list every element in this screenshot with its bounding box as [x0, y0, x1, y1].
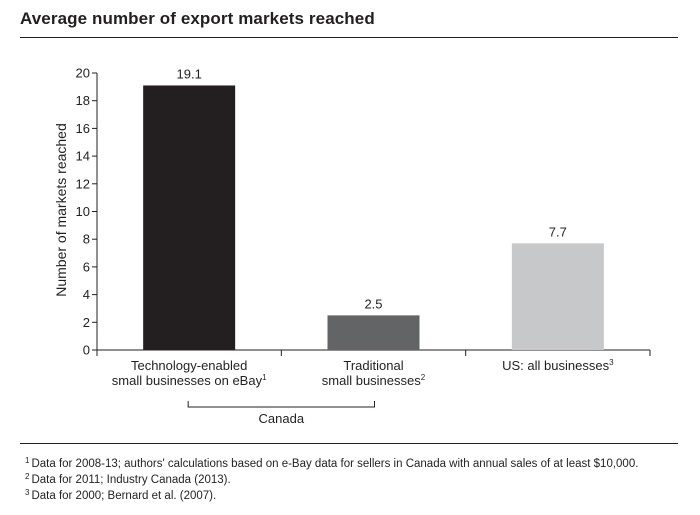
y-tick-label: 10 [76, 204, 90, 219]
footnote-2: 2 Data for 2011; Industry Canada (2013). [25, 472, 231, 487]
bracket-line [187, 401, 375, 408]
title-rule [20, 37, 678, 38]
category-footnote-marker: 2 [421, 373, 426, 382]
bar-value-label: 7.7 [549, 224, 567, 239]
footnote-rule [20, 443, 678, 444]
category-label: US: all businesses3 [502, 358, 614, 373]
y-tick-label: 8 [83, 232, 90, 247]
bar [143, 85, 236, 350]
category-label: small businesses2 [322, 373, 426, 388]
y-tick-label: 0 [83, 343, 90, 358]
y-axis-title: Number of markets reached [53, 123, 69, 297]
footnote-1-text: Data for 2008-13; authors' calculations … [31, 458, 639, 470]
bar [511, 243, 604, 350]
bracket-label: Canada [259, 411, 305, 426]
y-tick-label: 16 [76, 121, 90, 136]
footnote-3: 3 Data for 2000; Bernard et al. (2007). [25, 488, 217, 503]
category-label: small businesses on eBay1 [112, 373, 267, 388]
x-axis [96, 349, 651, 356]
category-label: Traditional [343, 358, 403, 373]
category-label: Technology-enabled [131, 358, 247, 373]
footnote-2-text: Data for 2011; Industry Canada (2013). [31, 474, 231, 486]
category-footnote-marker: 1 [262, 373, 267, 382]
y-axis: 0 2 4 6 8 10 12 14 16 18 20 [76, 66, 98, 358]
chart-title: Average number of export markets reached [20, 9, 375, 28]
bars [143, 85, 604, 350]
y-tick-label: 18 [76, 93, 90, 108]
footnote-3-text: Data for 2000; Bernard et al. (2007). [31, 490, 217, 502]
bar-value-label: 19.1 [177, 66, 202, 81]
group-bracket: Canada [187, 401, 375, 426]
category-footnote-marker: 3 [609, 358, 614, 367]
y-tick-label: 20 [76, 66, 90, 81]
footnote-1-marker: 1 [25, 456, 30, 465]
footnote-1: 1 Data for 2008-13; authors' calculations… [25, 456, 639, 471]
y-tick-label: 6 [83, 259, 90, 274]
footnote-3-marker: 3 [25, 488, 30, 497]
y-tick-label: 2 [83, 315, 90, 330]
y-tick-label: 12 [76, 176, 90, 191]
bar-value-label: 2.5 [364, 296, 382, 311]
data-labels: 19.1 2.5 7.7 [177, 66, 567, 311]
y-tick-label: 14 [76, 149, 90, 164]
bar [327, 315, 420, 350]
footnote-2-marker: 2 [25, 472, 30, 481]
y-tick-label: 4 [83, 287, 90, 302]
